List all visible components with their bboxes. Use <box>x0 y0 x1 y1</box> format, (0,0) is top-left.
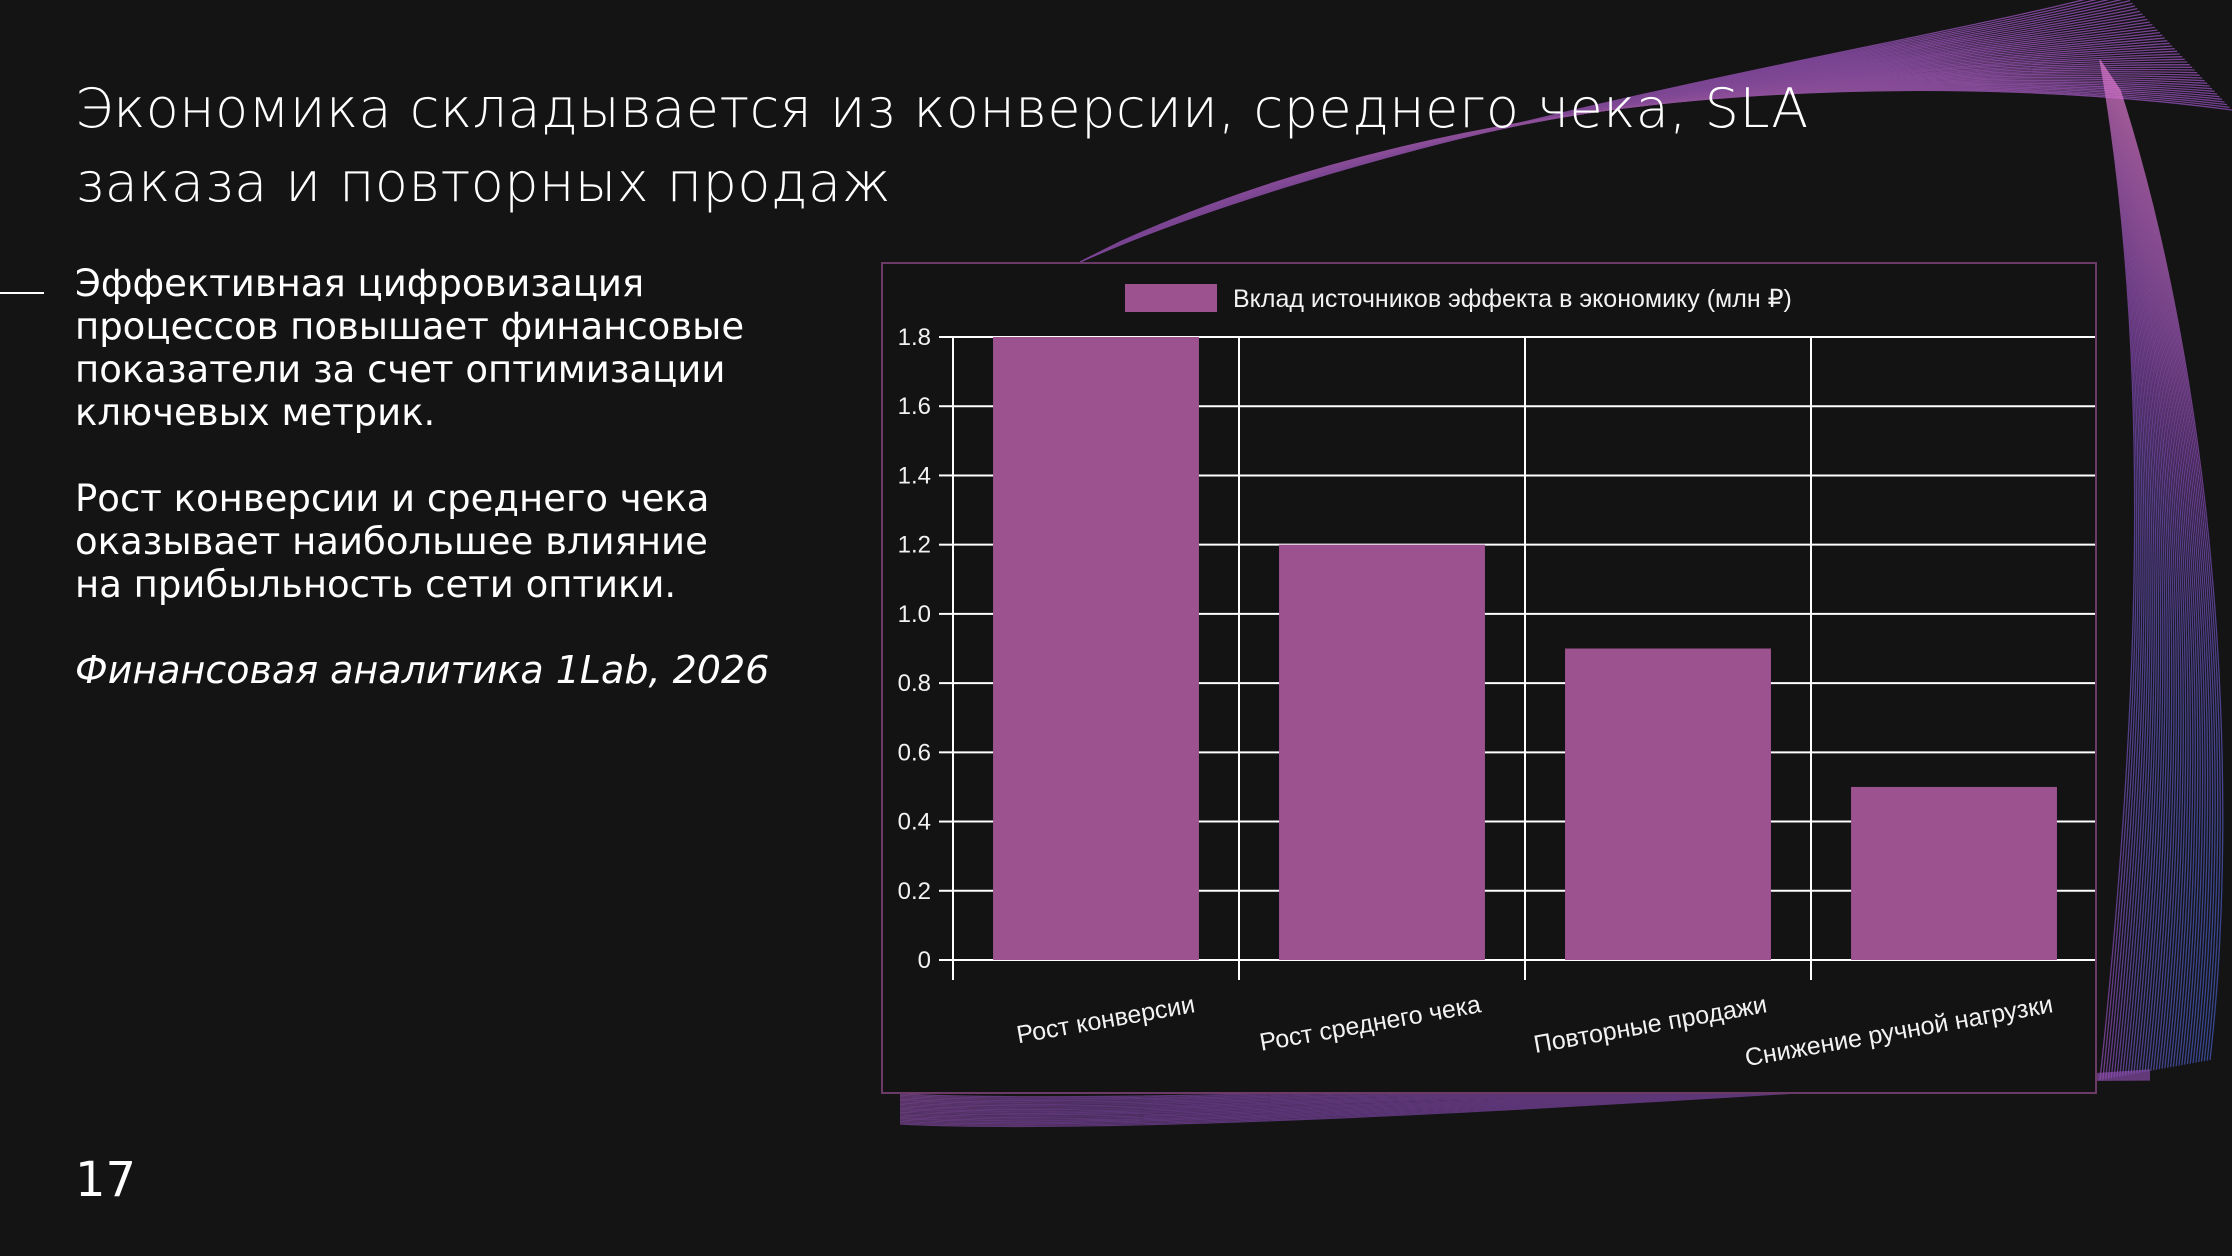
bar <box>1565 648 1771 960</box>
paragraph-1-line: показатели за счет оптимизации <box>75 348 726 391</box>
y-tick-label: 1.6 <box>898 393 931 420</box>
y-tick-label: 1.8 <box>898 324 931 351</box>
page-number: 17 <box>75 1152 137 1208</box>
body-text: Эффективная цифровизация процессов повыш… <box>75 262 835 692</box>
x-category-label: Снижение ручной нагрузки <box>1743 990 2055 1072</box>
wave-lines <box>1079 0 2232 263</box>
bar <box>993 337 1199 960</box>
paragraph-1: Эффективная цифровизация процессов повыш… <box>75 262 835 434</box>
paragraph-1-line: процессов повышает финансовые <box>75 305 745 348</box>
legend-label: Вклад источников эффекта в экономику (мл… <box>1233 285 1792 313</box>
x-category-label: Рост конверсии <box>1014 990 1197 1049</box>
paragraph-2-line: на прибыльность сети оптики. <box>75 563 677 606</box>
slide-title-line-2: заказа и повторных продаж <box>75 151 892 214</box>
x-category-label: Повторные продажи <box>1532 990 1769 1059</box>
y-tick-label: 0.2 <box>898 878 931 905</box>
chart-frame: 0 0.2 0.4 0.6 0.8 1.0 1.2 1.4 1.6 1.8 Рост конверс… <box>881 262 2097 1094</box>
legend-swatch <box>1125 284 1217 312</box>
bar <box>1279 544 1485 960</box>
bar <box>1851 786 2057 960</box>
y-tick-label: 1.4 <box>898 462 931 489</box>
bullet-dash <box>0 292 44 294</box>
y-tick-label: 1.0 <box>898 601 931 628</box>
legend: Вклад источников эффекта в экономику (мл… <box>1125 284 1792 313</box>
y-tick-label: 0 <box>918 947 931 974</box>
x-category-label: Рост среднего чека <box>1257 990 1483 1057</box>
y-tick-label: 0.4 <box>898 809 931 836</box>
wave-lines-right <box>2099 59 2224 1081</box>
paragraph-1-line: ключевых метрик. <box>75 391 436 434</box>
paragraph-2-line: оказывает наибольшее влияние <box>75 520 708 563</box>
y-tick-label: 0.6 <box>898 739 931 766</box>
paragraph-2: Рост конверсии и среднего чека оказывает… <box>75 477 835 606</box>
paragraph-1-line: Эффективная цифровизация <box>75 262 645 305</box>
paragraph-2-line: Рост конверсии и среднего чека <box>75 477 710 520</box>
y-tick-label: 1.2 <box>898 532 931 559</box>
bar-chart: 0 0.2 0.4 0.6 0.8 1.0 1.2 1.4 1.6 1.8 Рост конверс… <box>898 284 2095 1072</box>
source-note: Финансовая аналитика 1Lab, 2026 <box>75 648 770 692</box>
slide-title: Экономика складывается из конверсии, сре… <box>75 72 2075 220</box>
y-tick-label: 0.8 <box>898 670 931 697</box>
slide-title-line-1: Экономика складывается из конверсии, сре… <box>75 77 1809 140</box>
